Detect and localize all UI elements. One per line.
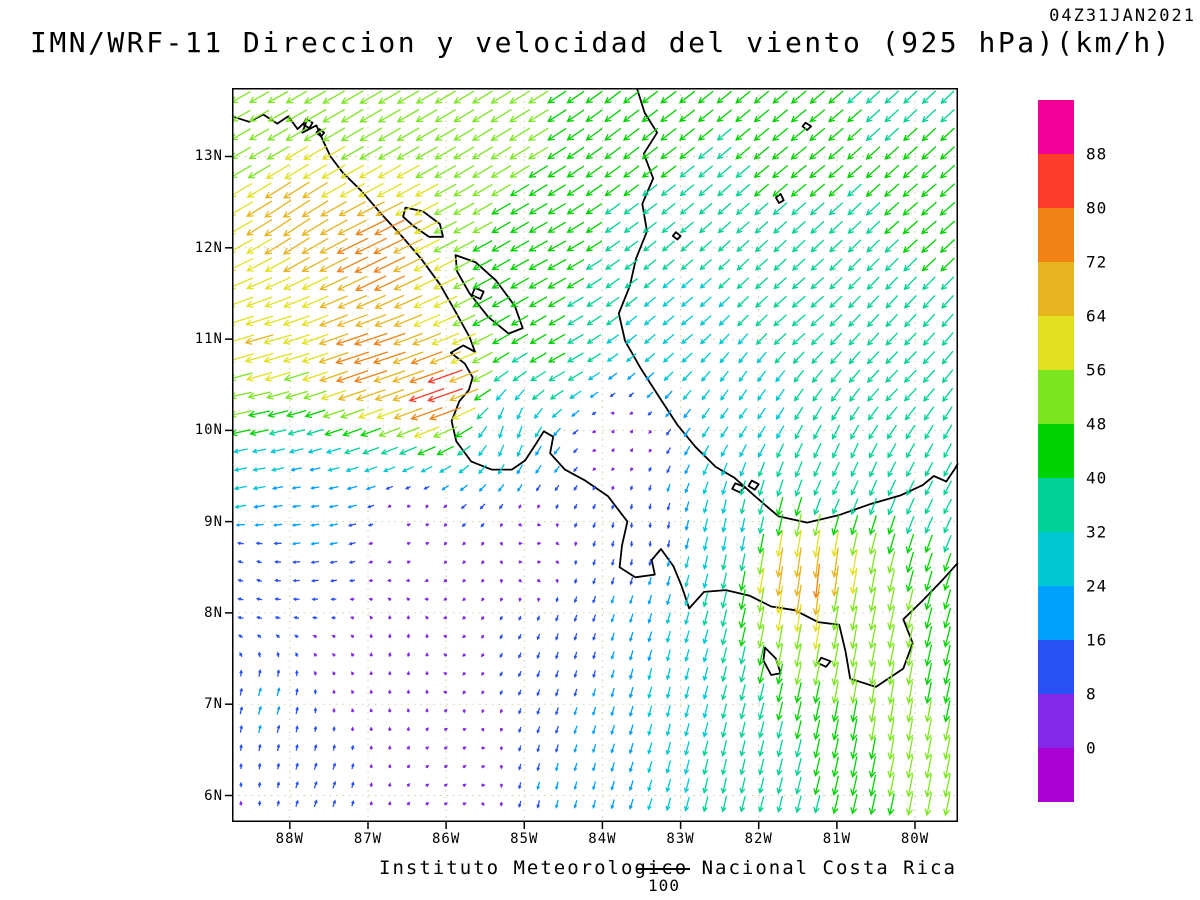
lat-tick-label: 12N: [194, 239, 223, 256]
reference-vector-label: 100: [648, 876, 680, 895]
island-outline: [801, 121, 812, 131]
island-outline: [817, 656, 832, 668]
lon-tick-label: 81W: [822, 831, 852, 847]
lat-tick-label: 6N: [204, 787, 223, 804]
colorbar-label: 0: [1086, 738, 1097, 758]
lat-tick-label: 9N: [204, 513, 223, 530]
island-outline: [775, 193, 785, 204]
lon-tick-label: 88W: [275, 831, 304, 847]
wind-arrows: [232, 145, 858, 651]
island-outline: [747, 479, 760, 491]
lon-tick-label: 84W: [588, 831, 617, 847]
island-outline: [731, 482, 746, 494]
colorbar-segment: [1038, 208, 1074, 262]
wind-arrows: [239, 411, 653, 807]
colorbar-segment: [1038, 424, 1074, 478]
run-timestamp: 04Z31JAN2021: [1049, 6, 1196, 26]
axes: [225, 88, 958, 829]
colorbar-segment: [1038, 478, 1074, 532]
wind-arrows: [408, 369, 464, 403]
lake-outline: [454, 254, 524, 335]
colorbar-segment: [1038, 370, 1074, 424]
wind-arrows: [236, 392, 672, 809]
wind-arrows: [232, 90, 956, 816]
lat-tick-label: 7N: [204, 696, 223, 713]
colorbar-label: 16: [1086, 630, 1108, 650]
colorbar-segment: [1038, 532, 1074, 586]
island-outline: [671, 231, 682, 241]
wind-arrows: [232, 277, 786, 812]
graticule: [232, 88, 958, 822]
lake-outline: [402, 206, 444, 238]
colorbar-segment: [1038, 748, 1074, 802]
reference-vector-line: [637, 868, 690, 870]
wind-arrows: [335, 219, 821, 599]
lat-tick-label: 11N: [194, 331, 223, 348]
colorbar-label: 40: [1086, 468, 1108, 488]
colorbar-segment: [1038, 694, 1074, 748]
colorbar-segment: [1038, 100, 1074, 154]
colorbar-label: 24: [1086, 576, 1108, 596]
colorbar-label: 80: [1086, 198, 1108, 218]
lat-tick-label: 10N: [194, 422, 223, 439]
colorbar-segment: [1038, 586, 1074, 640]
map-plot: 13N 12N 11N 10N 9N 8N 7N 6N 88W 87W 86W 85W 84W 83W 8…: [195, 87, 959, 847]
colorbar-label: 48: [1086, 414, 1108, 434]
wind-arrows: [235, 372, 692, 810]
lon-tick-label: 83W: [666, 831, 695, 847]
coastline: [231, 113, 959, 688]
wind-vector-map: [225, 87, 959, 829]
speed-colorbar: [1038, 100, 1074, 802]
colorbar-label: 56: [1086, 360, 1108, 380]
colorbar-label: 72: [1086, 252, 1108, 272]
wind-arrow-layer: [232, 90, 956, 817]
colorbar-label: 64: [1086, 306, 1108, 326]
wind-arrows: [268, 90, 955, 814]
colorbar-segment: [1038, 316, 1074, 370]
colorbar-label: 8: [1086, 684, 1097, 704]
wind-arrows: [232, 90, 951, 817]
lat-tick-label: 8N: [204, 604, 223, 621]
colorbar-label: 88: [1086, 144, 1108, 164]
lon-tick-label: 87W: [353, 831, 383, 847]
speed-colorbar-labels: 0 8 16 24 32 40 48 56 64 72 80 88: [1086, 100, 1146, 802]
colorbar-segment: [1038, 154, 1074, 208]
lon-tick-label: 82W: [744, 831, 773, 847]
lon-tick-label: 85W: [510, 831, 539, 847]
plot-title: IMN/WRF-11 Direccion y velocidad del vie…: [30, 26, 1173, 59]
colorbar-segment: [1038, 640, 1074, 694]
wind-arrows: [244, 181, 839, 616]
colorbar-label: 32: [1086, 522, 1108, 542]
lon-tick-label: 80W: [900, 831, 930, 847]
colorbar-segment: [1038, 262, 1074, 316]
island-outline: [762, 646, 782, 676]
island-outline: [315, 128, 326, 138]
lake-outline: [471, 287, 485, 300]
lon-tick-label: 86W: [431, 831, 461, 847]
lat-tick-label: 13N: [194, 148, 223, 165]
